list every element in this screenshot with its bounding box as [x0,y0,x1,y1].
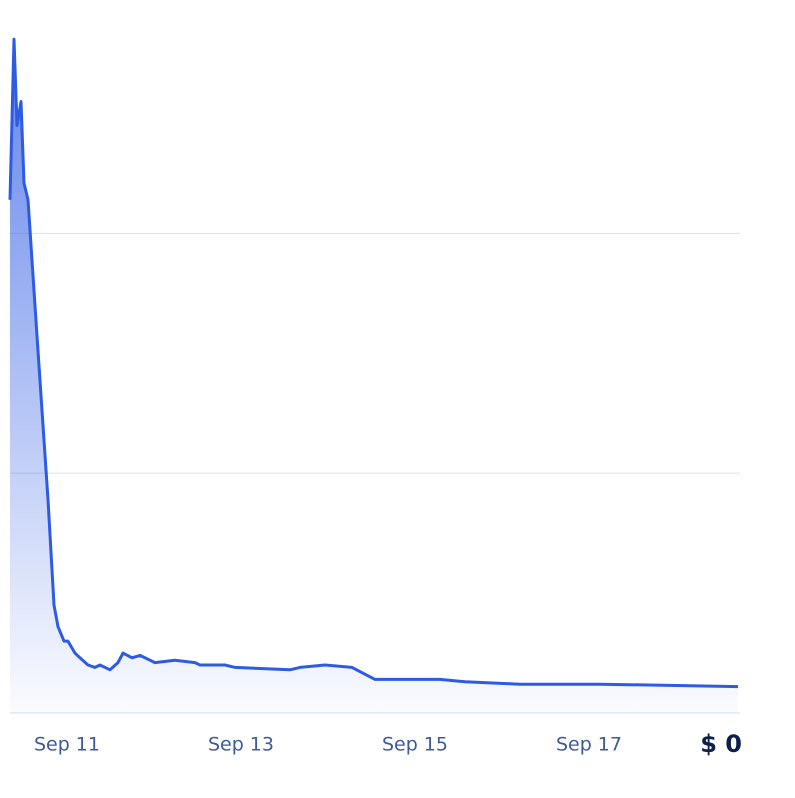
x-tick-label: Sep 13 [208,734,274,756]
x-tick-label: Sep 15 [382,734,448,756]
y-tick-label: $ 0 [700,730,742,758]
line [8,37,739,689]
area-fill [10,39,738,713]
x-tick-label: Sep 11 [34,734,100,756]
x-tick-label: Sep 17 [556,734,622,756]
